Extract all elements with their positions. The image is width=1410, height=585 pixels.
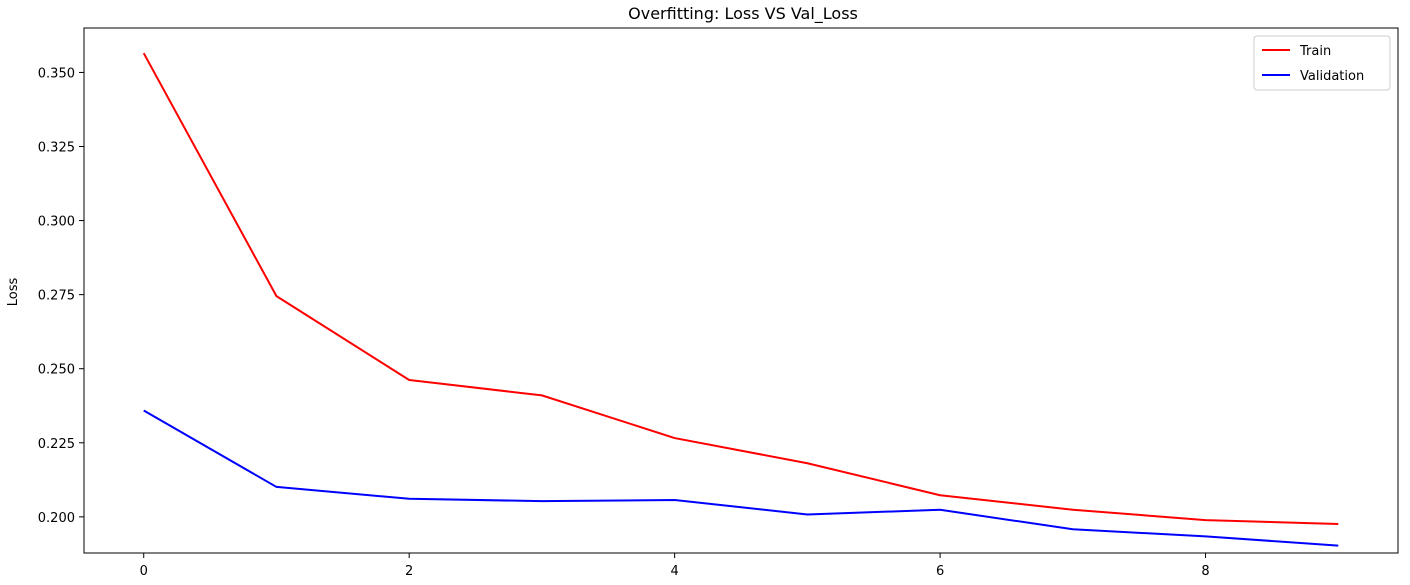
series-line-validation	[143, 409, 1339, 547]
y-tick-label: 0.300	[38, 215, 75, 230]
y-axis: 0.200 0.225 0.250 0.275 0.300 0.325 0.350	[38, 66, 84, 526]
x-axis: 0 2 4 6 8	[140, 553, 1210, 579]
x-tick-label: 0	[140, 564, 148, 579]
plot-area	[83, 27, 1399, 554]
y-axis-label: Loss	[6, 278, 21, 307]
y-tick-label: 0.225	[38, 437, 75, 452]
plot-frame	[83, 27, 1399, 554]
x-tick-label: 4	[670, 564, 678, 579]
y-tick-label: 0.250	[38, 363, 75, 378]
y-tick-label: 0.275	[38, 289, 75, 304]
x-tick-label: 8	[1201, 564, 1209, 579]
x-tick-label: 6	[936, 564, 944, 579]
legend: Train Validation	[1253, 35, 1391, 91]
y-tick-label: 0.200	[38, 511, 75, 526]
x-tick-label: 2	[405, 564, 413, 579]
y-tick-label: 0.325	[38, 141, 75, 156]
series-layer	[142, 52, 1339, 547]
chart-title: Overfitting: Loss VS Val_Loss	[628, 4, 858, 24]
legend-label: Train	[1299, 44, 1331, 59]
y-tick-label: 0.350	[38, 66, 75, 81]
series-line-train	[142, 52, 1339, 525]
legend-label: Validation	[1300, 69, 1364, 84]
